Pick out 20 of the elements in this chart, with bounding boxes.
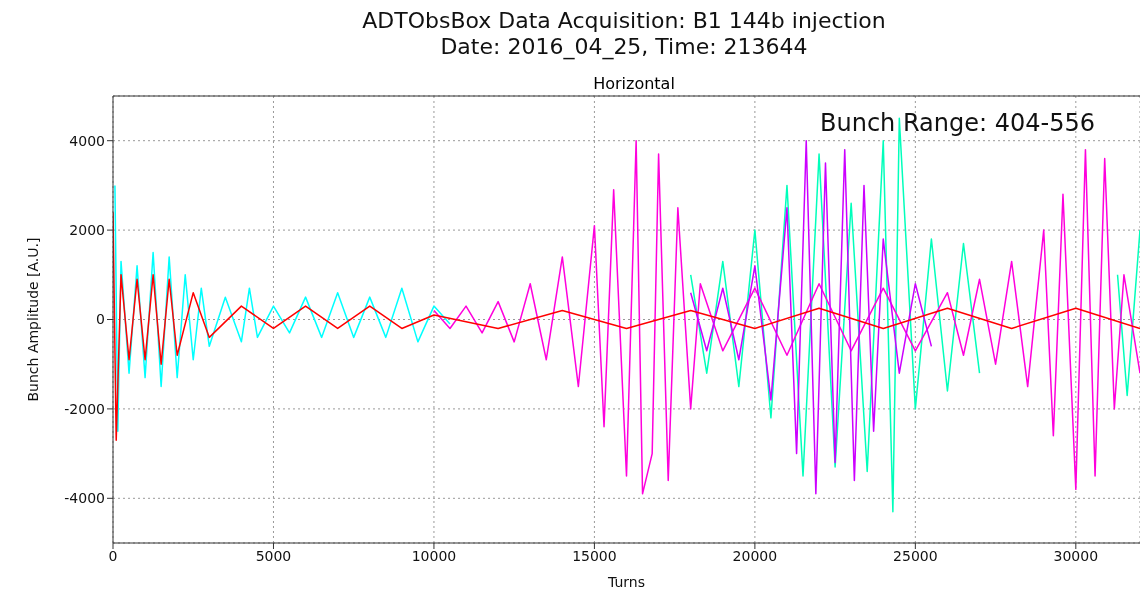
x-tick-label: 20000 <box>732 547 778 564</box>
x-tick-label: 30000 <box>1053 547 1099 564</box>
y-axis-title: Bunch Amplitude [A.U.] <box>24 237 41 402</box>
line-series <box>433 139 1140 495</box>
line-series <box>114 184 451 432</box>
x-tick-label: 25000 <box>893 547 938 564</box>
y-tick-label: 2000 <box>69 222 105 239</box>
x-tick-label: 10000 <box>411 547 457 564</box>
x-tick-label: 0 <box>108 547 118 564</box>
line-series <box>689 139 933 495</box>
y-tick-label: -4000 <box>64 490 105 507</box>
chart-title: ADTObsBox Data Acquisition: B1 144b injection Date: 2016_04_25, Time: 213644 <box>361 8 887 60</box>
y-tick-label: 0 <box>96 311 105 328</box>
y-tick-label: -2000 <box>64 400 105 417</box>
x-tick-label: 15000 <box>572 547 617 564</box>
x-tick-label: 5000 <box>255 547 292 564</box>
x-axis-title: Turns <box>607 574 645 590</box>
y-tick-label: 4000 <box>69 132 105 149</box>
annotation: Bunch Range: 404-556 <box>820 109 1095 137</box>
chart-subtitle: Horizontal <box>592 74 676 93</box>
